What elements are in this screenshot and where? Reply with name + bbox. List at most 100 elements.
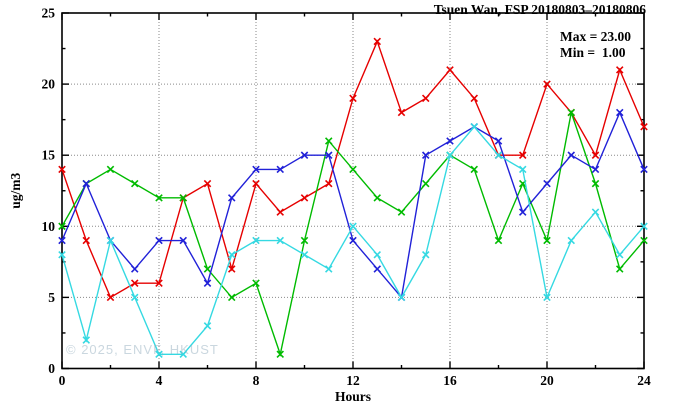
max-value-label: Max = 23.00 [560,29,632,44]
red-series-marker [227,265,236,273]
cyan-series-marker [567,236,576,245]
blue-series-marker [518,208,527,216]
y-tick-label: 0 [48,361,55,376]
red-series-marker [252,179,260,188]
blue-series-marker [615,108,624,117]
stats-annotation: Max = 23.00 Min = 1.00 [560,29,631,61]
green-series-marker [300,236,309,245]
watermark-text: © 2025, ENVF, HKUST [66,342,219,357]
cyan-series-marker [494,151,503,159]
x-tick-label: 8 [253,373,260,388]
cyan-series-marker [640,222,648,231]
green-series-marker [567,108,576,117]
y-tick-label: 5 [48,290,55,305]
chart-title: Tsuen Wan, FSP 20180803–20180806 [433,2,646,17]
cyan-series-marker [130,293,139,302]
red-series-marker [82,236,91,245]
green-series-marker [276,350,285,359]
blue-series-marker [591,165,600,174]
cyan-series-marker [446,151,454,159]
cyan-series-marker [543,293,551,302]
red-series-marker [324,179,333,188]
red-series-marker [470,94,479,103]
green-series-marker [106,165,115,174]
cyan-series-marker [155,350,163,359]
cyan-series-marker [203,322,212,330]
red-series-marker [130,279,139,287]
cyan-series-marker [470,122,479,131]
green-series-marker [640,236,648,245]
x-tick-label: 16 [443,373,457,388]
red-series-marker [421,94,430,103]
blue-series-marker [82,179,91,188]
cyan-series-marker [373,250,382,259]
blue-series-marker [494,137,503,145]
red-series-marker [446,66,454,74]
blue-series-marker [421,151,430,159]
x-tick-label: 24 [637,373,651,388]
red-series-marker [58,165,66,174]
red-series-marker [203,179,212,188]
blue-series-marker [179,236,188,245]
blue-series-marker [446,137,454,145]
red-series-marker [640,122,648,131]
blue-series-marker [567,151,576,159]
x-tick-label: 4 [156,373,163,388]
green-series-marker [591,179,600,188]
red-series-marker [543,80,551,88]
green-series-marker [227,293,236,302]
y-tick-label: 25 [42,6,56,21]
blue-series-marker [324,151,333,159]
green-series-marker [58,222,66,231]
green-series-marker [397,208,406,216]
cyan-series-marker [179,350,188,359]
x-tick-label: 0 [59,373,66,388]
blue-series-marker [130,265,139,273]
red-series-marker [591,151,600,159]
cyan-series-marker [300,250,309,259]
green-series-marker [470,165,479,174]
cyan-series-marker [82,336,91,344]
blue-series-marker [300,151,309,159]
y-tick-label: 20 [42,77,56,92]
red-series-marker [373,37,382,46]
blue-series-marker [373,265,382,273]
red-series-marker [300,194,309,202]
green-series-marker [543,236,551,245]
cyan-series-marker [349,222,357,231]
cyan-series-marker [252,236,260,245]
min-value-label: Min = 1.00 [560,45,626,60]
cyan-series-marker [615,250,624,259]
cyan-series-marker [591,208,600,216]
red-series-marker [397,108,406,117]
blue-series-marker [252,165,260,174]
green-series-marker [130,179,139,188]
cyan-series-marker [397,293,406,302]
green-series-marker [179,194,188,202]
x-axis-label: Hours [335,389,371,404]
cyan-series-marker [106,236,115,245]
red-series-marker [276,208,285,216]
red-series-marker [106,293,115,302]
x-tick-label: 20 [540,373,554,388]
cyan-series-marker [421,250,430,259]
green-series-marker [324,137,333,145]
cyan-series-marker [227,250,236,259]
green-series-marker [203,265,212,273]
blue-series-marker [227,194,236,202]
blue-series-marker [58,236,66,245]
x-tick-label: 12 [346,373,360,388]
green-series-marker [615,265,624,273]
blue-series-marker [276,165,285,174]
red-series-marker [155,279,163,287]
green-series-marker [421,179,430,188]
y-tick-label: 15 [42,148,56,163]
blue-series-marker [155,236,163,245]
cyan-series-marker [324,265,333,273]
blue-series-marker [349,236,357,245]
green-series-marker [494,236,503,245]
blue-series-marker [203,279,212,287]
green-series-marker [349,165,357,174]
